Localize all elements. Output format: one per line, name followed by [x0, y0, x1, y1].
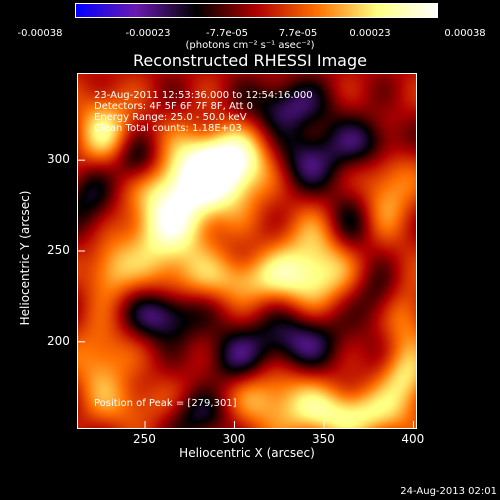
colorbar-tick: -0.00038 — [17, 28, 63, 39]
x-tick-label: 300 — [222, 432, 246, 446]
chart-title: Reconstructed RHESSI Image — [133, 51, 367, 70]
x-tick-label: 350 — [311, 432, 335, 446]
heatmap-svg — [77, 73, 417, 429]
colorbar — [75, 3, 438, 18]
y-tick-label: 200 — [47, 333, 70, 348]
colorbar-tick: -7.7e-05 — [206, 28, 248, 39]
annotation-detectors: Detectors: 4F 5F 6F 7F 8F, Att 0 — [94, 101, 254, 112]
x-axis-label: Heliocentric X (arcsec) — [179, 446, 315, 460]
heatmap-image — [77, 73, 417, 429]
heatmap-plot — [77, 73, 417, 429]
footer-date: 24-Aug-2013 02:01 — [400, 486, 497, 497]
axis-ticks — [77, 159, 414, 429]
colorbar-units: (photons cm⁻² s⁻¹ asec⁻²) — [185, 40, 315, 51]
annotation-time-range: 23-Aug-2011 12:53:36.000 to 12:54:16.000 — [94, 90, 313, 101]
annotation-peak: Position of Peak = [279,301] — [94, 398, 237, 409]
colorbar-tick: -0.00023 — [125, 28, 171, 39]
colorbar-tick: 0.00023 — [349, 28, 391, 39]
x-tick-label: 250 — [133, 432, 156, 446]
colorbar-tick: 0.00038 — [444, 28, 486, 39]
y-axis-label: Heliocentric Y (arcsec) — [18, 190, 32, 326]
colorbar-tick: 7.7e-05 — [278, 28, 318, 39]
annotation-method: Clean Total counts: 1.18E+03 — [94, 123, 242, 134]
y-tick-label: 300 — [47, 152, 70, 167]
annotation-energy: Energy Range: 25.0 - 50.0 keV — [94, 112, 247, 123]
y-tick-label: 250 — [47, 243, 70, 257]
colorbar-ticks: -0.00038 -0.00023 -7.7e-05 7.7e-05 0.000… — [0, 0, 500, 40]
x-tick-label: 400 — [401, 432, 425, 446]
